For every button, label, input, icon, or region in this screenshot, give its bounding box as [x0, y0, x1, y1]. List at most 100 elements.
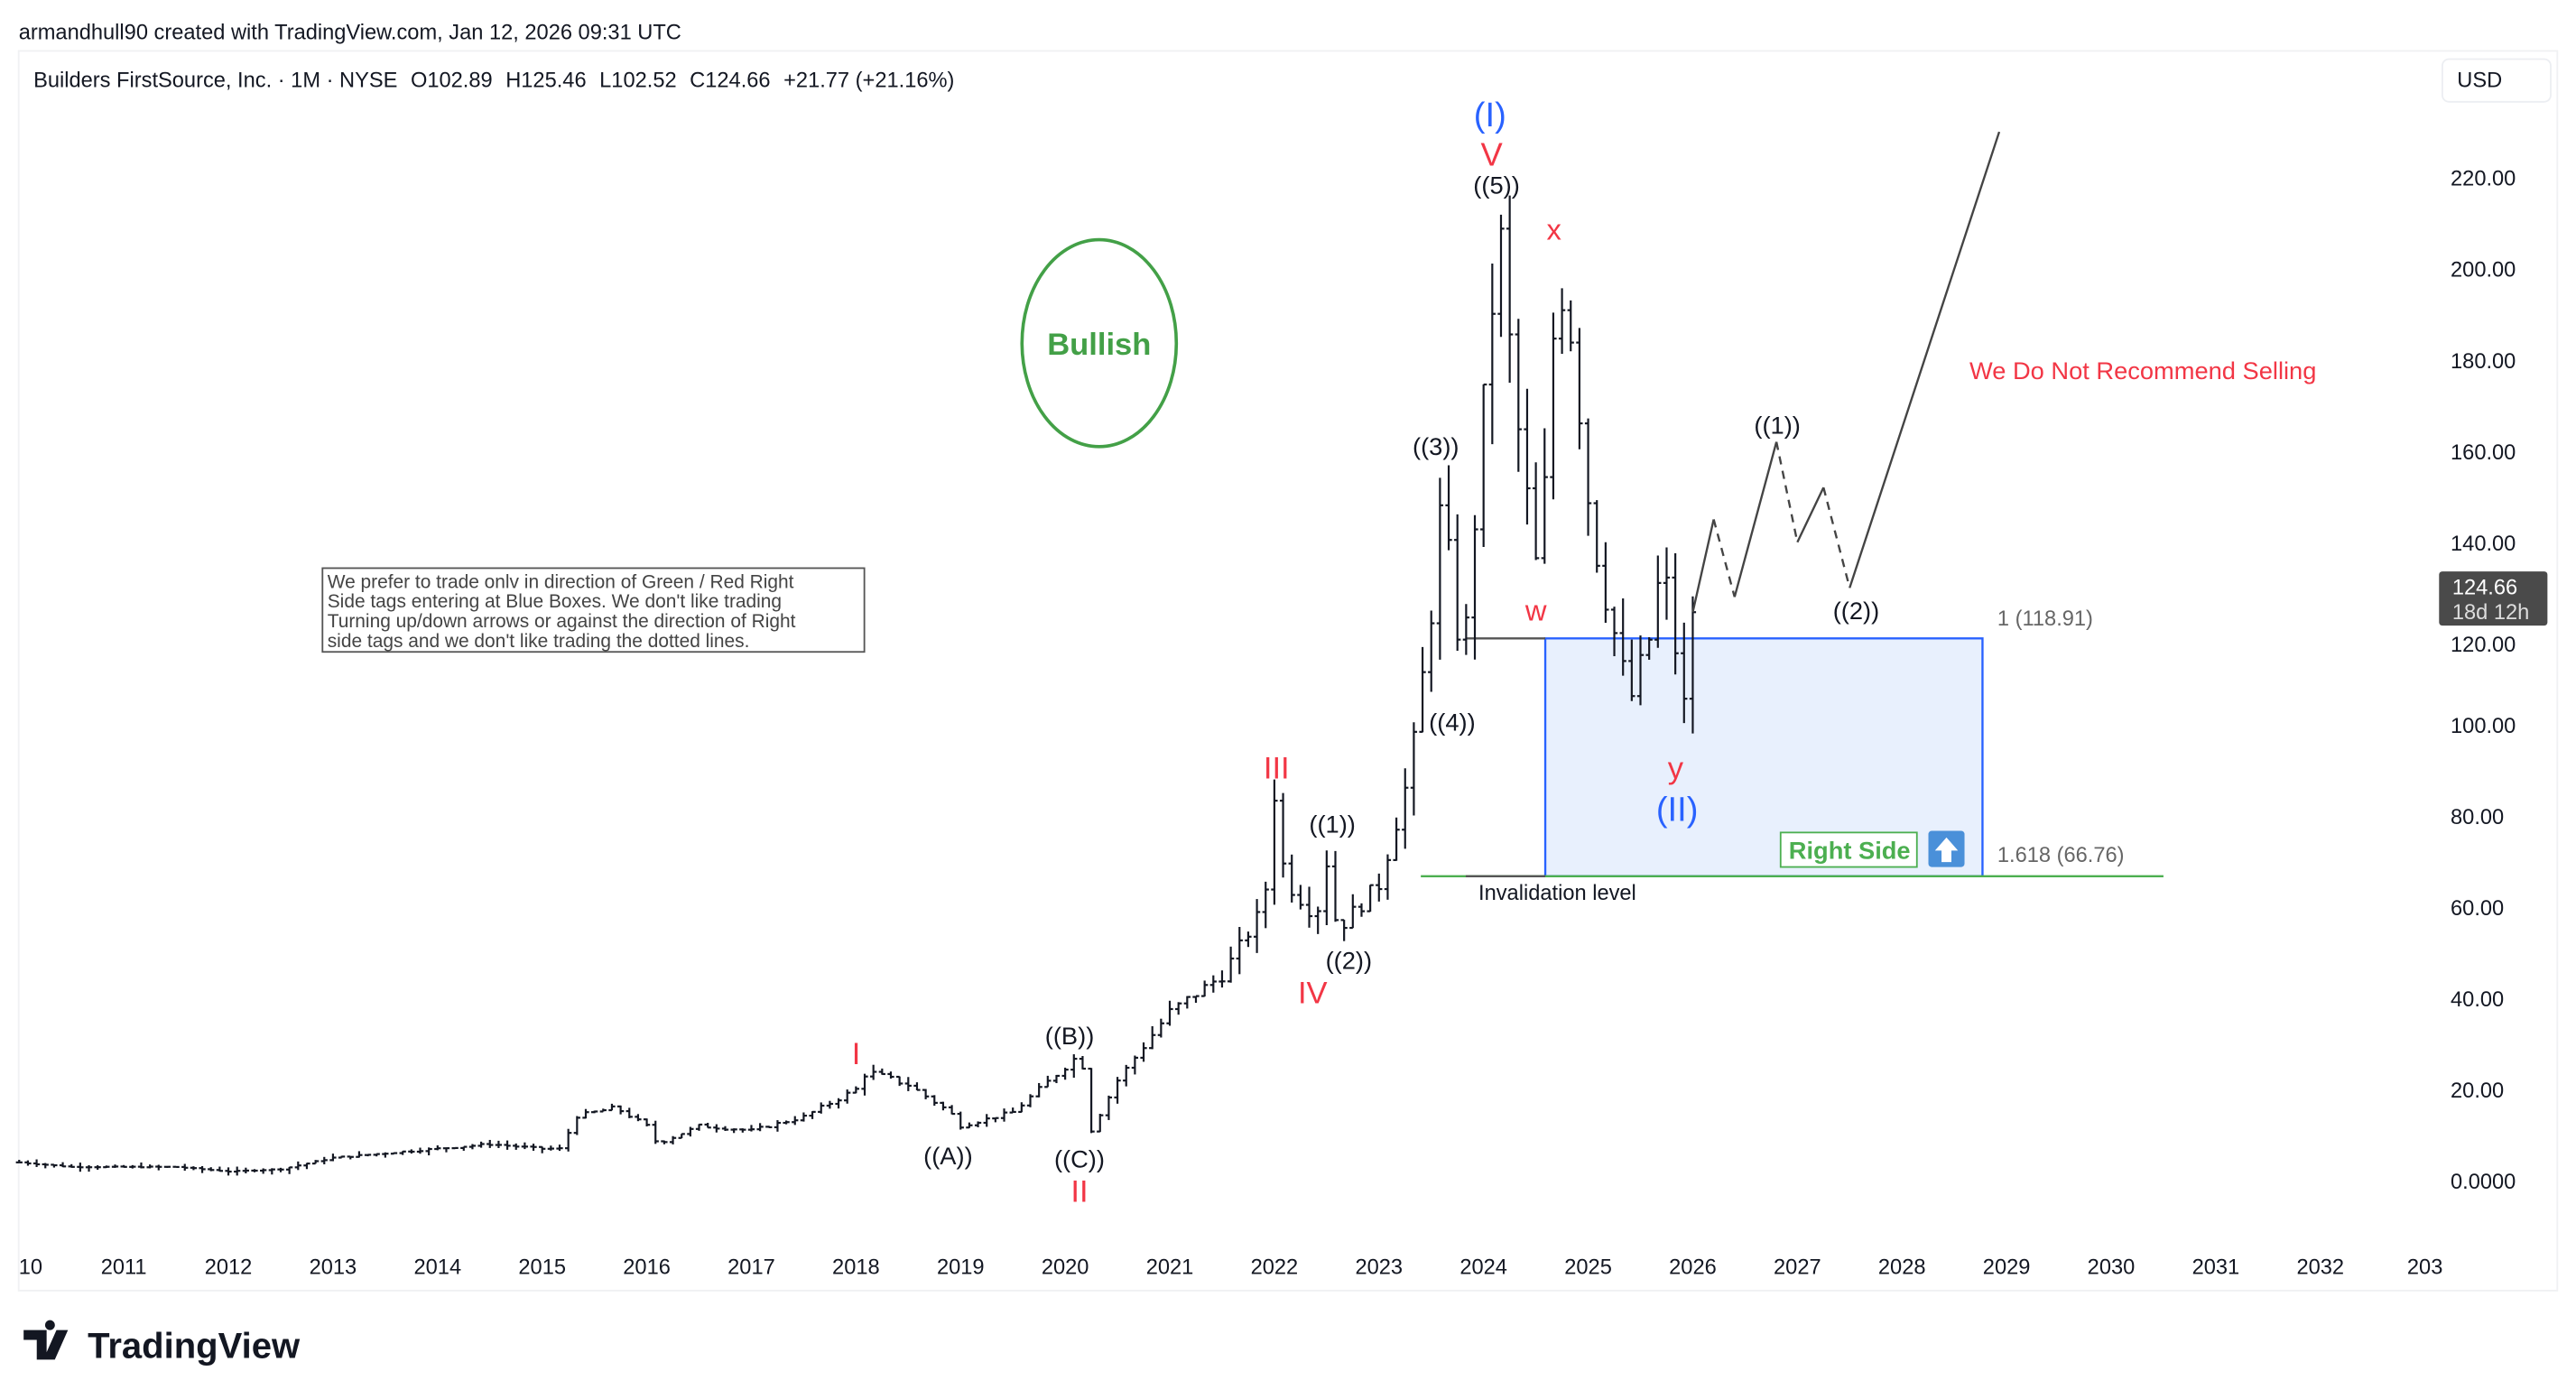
- symbol-name: Builders FirstSource, Inc. · 1M · NYSE: [33, 69, 397, 92]
- ohlc-bar: [844, 1089, 851, 1104]
- y-tick-label: 20.00: [2451, 1079, 2504, 1103]
- ohlc-bar: [1645, 636, 1653, 660]
- ohlc-bar: [277, 1167, 284, 1172]
- wave-label-y: y: [1668, 751, 1684, 785]
- ohlc-bar: [451, 1146, 459, 1150]
- svg-text:18d 12h: 18d 12h: [2452, 601, 2529, 625]
- ohlc-bar: [896, 1075, 903, 1087]
- ohlc-bar: [1175, 1002, 1182, 1015]
- ohlc-bar: [303, 1163, 310, 1170]
- open-value: O102.89: [411, 69, 493, 92]
- ohlc-bar: [1576, 328, 1583, 449]
- ohlc-bar: [800, 1112, 808, 1122]
- x-tick-label: 2029: [1983, 1256, 2031, 1280]
- ohlc-bar: [992, 1116, 999, 1123]
- x-axis[interactable]: 10 2011 2012 2013 2014 2015 2016 2017 2018 2019 20…: [19, 1256, 2443, 1280]
- ohlc-bar: [216, 1166, 224, 1172]
- ohlc-bar: [1140, 1042, 1147, 1062]
- y-tick-label: 200.00: [2451, 259, 2516, 283]
- ohlc-bar: [1097, 1114, 1104, 1133]
- ohlc-bar: [1088, 1067, 1095, 1134]
- high-value: H125.46: [505, 69, 586, 92]
- ohlc-bar: [1044, 1075, 1052, 1089]
- ohlc-bar: [669, 1135, 677, 1144]
- ohlc-bar: [1428, 610, 1435, 692]
- ohlc-bar: [1488, 264, 1496, 445]
- x-tick-label: 2013: [310, 1256, 357, 1280]
- wave-label-V: V: [1480, 136, 1503, 173]
- ohlc-bar: [1201, 980, 1209, 997]
- ohlc-bars: [15, 195, 1697, 1176]
- y-tick-label: 80.00: [2451, 806, 2504, 829]
- ohlc-bar: [1567, 300, 1574, 352]
- x-tick-label: 2021: [1146, 1256, 1194, 1280]
- ohlc-bar: [268, 1168, 275, 1175]
- x-tick-label: 2020: [1042, 1256, 1089, 1280]
- ohlc-bar: [137, 1162, 145, 1169]
- ohlc-bar: [1279, 792, 1287, 878]
- wave-label-A: ((A)): [923, 1142, 973, 1170]
- ohlc-bar: [1131, 1055, 1139, 1075]
- usd-button[interactable]: USD: [2442, 58, 2552, 103]
- note-line: Side tags entering at Blue Boxes. We don…: [328, 591, 782, 612]
- ohlc-bar: [320, 1156, 328, 1165]
- ohlc-bar: [468, 1144, 477, 1150]
- fib-label-1: 1 (118.91): [1997, 607, 2093, 631]
- tradingview-logo[interactable]: TradingView: [23, 1320, 301, 1367]
- ohlc-bar: [1314, 906, 1321, 934]
- x-tick-label: 2032: [2296, 1256, 2344, 1280]
- ohlc-bar: [730, 1128, 737, 1134]
- svg-text:USD: USD: [2457, 69, 2502, 92]
- ohlc-bar: [1070, 1054, 1078, 1079]
- ohlc-bar: [59, 1162, 67, 1168]
- ohlc-bar: [870, 1064, 877, 1080]
- ohlc-bar: [51, 1163, 58, 1168]
- fib-label-1618: 1.618 (66.76): [1997, 844, 2125, 867]
- ohlc-bar: [77, 1163, 84, 1172]
- ohlc-bar: [15, 1159, 23, 1163]
- ohlc-bar: [146, 1164, 153, 1169]
- ohlc-bar: [652, 1120, 659, 1144]
- ohlc-bar: [1209, 975, 1217, 993]
- y-tick-label: 40.00: [2451, 988, 2504, 1012]
- wave-label-4: ((4)): [1429, 709, 1475, 737]
- ohlc-bar: [103, 1165, 110, 1169]
- ohlc-bar: [835, 1098, 842, 1109]
- ohlc-bar: [1445, 465, 1452, 551]
- wave-label-3: ((3)): [1413, 432, 1459, 460]
- y-tick-label: 120.00: [2451, 634, 2516, 657]
- x-tick-label: 2012: [205, 1256, 253, 1280]
- ohlc-bar: [1602, 542, 1609, 623]
- y-tick-label: 140.00: [2451, 533, 2516, 556]
- ohlc-bar: [521, 1142, 529, 1150]
- x-tick-label: 203: [2407, 1256, 2442, 1280]
- projection-segment: [1796, 486, 1825, 543]
- ohlc-bar: [591, 1110, 598, 1114]
- x-tick-label: 2030: [2088, 1256, 2136, 1280]
- ohlc-bar: [155, 1164, 162, 1171]
- ohlc-bar: [792, 1116, 799, 1126]
- ohlc-bar: [818, 1102, 825, 1114]
- ohlc-bar: [1305, 886, 1313, 928]
- ohlc-bar: [878, 1068, 885, 1076]
- ohlc-bar: [1245, 931, 1252, 948]
- wave-label-II: II: [1070, 1175, 1088, 1209]
- wave-label-III: III: [1264, 751, 1290, 785]
- ohlc-bar: [111, 1164, 119, 1168]
- note-line: We prefer to trade onlv in direction of …: [328, 571, 794, 592]
- ohlc-bar: [373, 1153, 380, 1157]
- ohlc-bar: [1681, 622, 1688, 724]
- ohlc-bar: [1192, 995, 1200, 1003]
- ohlc-bar: [966, 1122, 973, 1129]
- y-axis[interactable]: 0.0000 20.00 40.00 60.00 80.00 100.00 120.00 14…: [2451, 168, 2516, 1194]
- y-tick-label: 180.00: [2451, 350, 2516, 374]
- ohlc-bar: [42, 1163, 49, 1169]
- projection-segment: [1822, 486, 1851, 588]
- ohlc-bar: [1183, 996, 1191, 1009]
- ohlc-bar: [687, 1126, 694, 1137]
- ohlc-bar: [356, 1151, 363, 1158]
- ohlc-bar: [826, 1100, 834, 1109]
- x-tick-label: 2028: [1878, 1256, 1926, 1280]
- ohlc-bar: [1558, 288, 1566, 355]
